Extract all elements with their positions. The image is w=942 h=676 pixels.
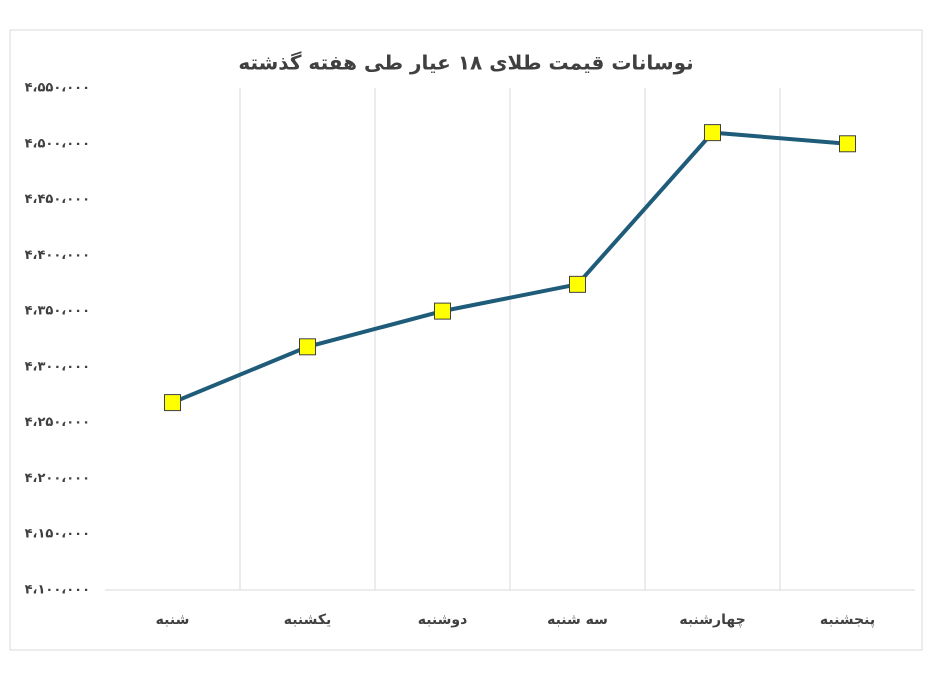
y-tick-label: ۴،۵۵۰،۰۰۰ [25,81,90,96]
marker [569,275,586,293]
y-tick-label: ۴،۲۰۰،۰۰۰ [25,471,90,486]
x-tick-label: سه شنبه [547,612,608,628]
series-line [171,130,848,405]
x-tick-label: دوشنبه [418,612,468,628]
y-tick-label: ۴،۳۵۰،۰۰۰ [25,304,90,319]
x-tick-label: شنبه [156,612,190,628]
x-tick-label: پنجشنبه [820,612,875,628]
marker [164,394,181,412]
y-tick-label: ۴،۲۵۰،۰۰۰ [25,415,90,430]
x-tick-label: یکشنبه [284,612,332,628]
y-tick-label: ۴،۴۰۰،۰۰۰ [25,248,90,263]
y-tick-label: ۴،۵۰۰،۰۰۰ [25,136,90,151]
marker [704,124,721,142]
chart-title: نوسانات قیمت طلای ۱۸ عیار طی هفته گذشته [238,51,693,75]
y-tick-label: ۴،۴۵۰،۰۰۰ [25,192,90,207]
marker [434,302,451,320]
marker [299,338,316,356]
y-tick-label: ۴،۱۵۰،۰۰۰ [25,527,90,542]
y-tick-label: ۴،۱۰۰،۰۰۰ [25,583,90,598]
chart-frame [9,29,923,651]
y-tick-label: ۴،۳۰۰،۰۰۰ [25,359,90,374]
x-tick-label: چهارشنبه [679,612,745,628]
marker [839,135,856,153]
